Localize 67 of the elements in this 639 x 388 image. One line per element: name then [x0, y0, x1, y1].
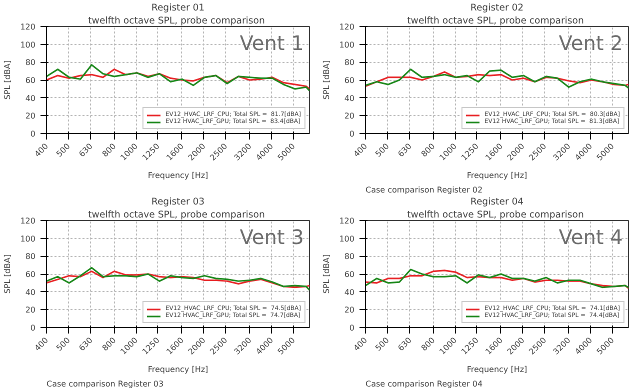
- y-tick-label: 20: [25, 112, 36, 121]
- y-tick-label: 40: [25, 288, 36, 297]
- y-axis-title: SPL [dBA]: [322, 60, 332, 100]
- y-tick-label: 100: [339, 40, 355, 50]
- x-tick-label: 630: [396, 336, 414, 353]
- y-tick-label: 0: [30, 324, 36, 332]
- y-axis-title: SPL [dBA]: [3, 60, 12, 100]
- x-tick-label: 800: [100, 142, 118, 159]
- y-tick-label: 40: [344, 94, 355, 103]
- y-axis-title: SPL [dBA]: [3, 254, 12, 294]
- x-tick-label: 500: [54, 142, 72, 159]
- y-tick-label: 100: [20, 234, 36, 244]
- y-tick-label: 40: [25, 94, 36, 103]
- y-tick-label: 120: [339, 22, 355, 32]
- y-tick-label: 0: [349, 130, 355, 138]
- chart-title: Register 04: [470, 196, 524, 208]
- y-tick-label: 40: [344, 288, 355, 297]
- y-tick-label: 100: [20, 40, 36, 50]
- y-tick-label: 120: [339, 216, 355, 226]
- y-tick-label: 80: [344, 252, 355, 262]
- x-tick-label: 400: [32, 142, 50, 159]
- x-tick-label: 630: [77, 142, 94, 159]
- y-tick-label: 20: [25, 306, 36, 315]
- annotation: Vent 4: [558, 224, 623, 249]
- x-tick-label: 500: [54, 336, 72, 353]
- y-tick-label: 60: [25, 270, 36, 279]
- chart-subtitle: twelfth octave SPL, probe comparison: [88, 16, 265, 26]
- chart-title: Register 02: [470, 2, 524, 14]
- chart-subtitle: twelfth octave SPL, probe comparison: [407, 16, 584, 26]
- x-tick-label: 400: [352, 336, 370, 353]
- y-tick-label: 0: [349, 324, 355, 332]
- x-tick-label: 500: [374, 336, 391, 353]
- y-tick-label: 60: [344, 76, 355, 85]
- chart-subtitle: twelfth octave SPL, probe comparison: [88, 210, 265, 220]
- x-axis-title: Frequency [Hz]: [148, 171, 208, 180]
- annotation: Vent 2: [558, 30, 623, 55]
- x-tick-label: 800: [420, 336, 437, 353]
- chart-subtitle: twelfth octave SPL, probe comparison: [407, 210, 584, 220]
- text: Case comparison Register 04: [366, 380, 483, 388]
- text: Case comparison Register 03: [46, 380, 164, 388]
- x-axis-title: Frequency [Hz]: [466, 365, 528, 374]
- x-tick-label: 500: [374, 142, 391, 159]
- x-tick-label: 800: [100, 336, 118, 353]
- y-tick-label: 80: [25, 252, 36, 262]
- y-tick-label: 0: [30, 130, 36, 138]
- annotation: Vent 3: [240, 224, 304, 249]
- y-tick-label: 20: [344, 306, 355, 315]
- y-tick-label: 120: [20, 216, 36, 226]
- y-tick-label: 60: [344, 270, 355, 279]
- x-tick-label: 400: [32, 336, 50, 353]
- x-axis-title: Frequency [Hz]: [466, 171, 528, 180]
- x-tick-label: 630: [396, 142, 414, 159]
- y-tick-label: 80: [25, 58, 36, 68]
- x-tick-label: 800: [420, 142, 437, 159]
- y-tick-label: 100: [339, 234, 355, 244]
- y-tick-label: 80: [344, 58, 355, 68]
- text: Case comparison Register 02: [366, 186, 483, 194]
- x-tick-label: 630: [77, 336, 94, 353]
- x-tick-label: 400: [352, 142, 370, 159]
- y-tick-label: 60: [25, 76, 36, 85]
- y-tick-label: 20: [344, 112, 355, 121]
- y-axis-title: SPL [dBA]: [322, 254, 332, 294]
- chart-title: Register 03: [151, 196, 205, 208]
- chart-title: Register 01: [151, 2, 205, 14]
- annotation: Vent 1: [240, 30, 304, 55]
- x-axis-title: Frequency [Hz]: [148, 365, 208, 374]
- y-tick-label: 120: [20, 22, 36, 32]
